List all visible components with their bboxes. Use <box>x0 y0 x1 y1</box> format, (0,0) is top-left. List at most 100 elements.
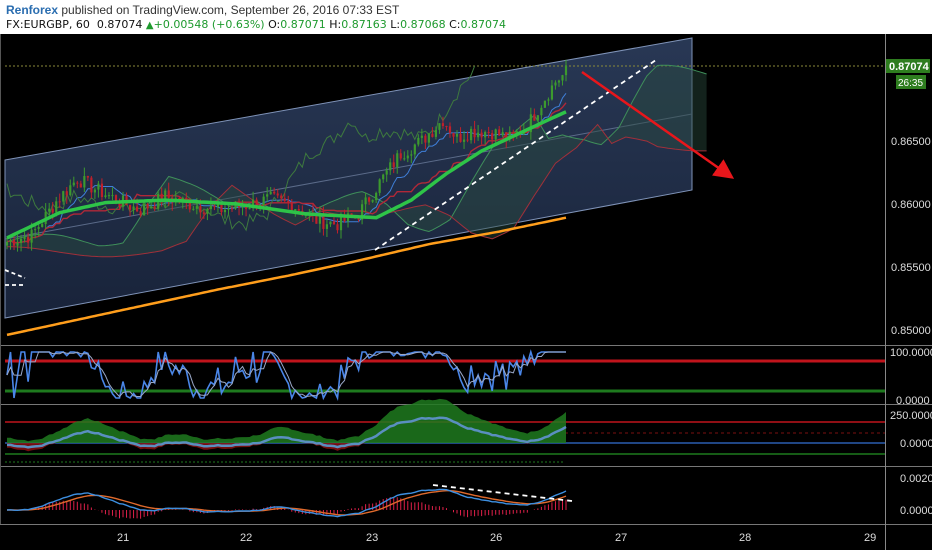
chart-svg[interactable]: 0.86500 0.86000 0.85500 0.85000 0.87074 … <box>0 34 932 550</box>
candle <box>111 195 114 197</box>
candle <box>343 214 346 222</box>
high-value: 0.87163 <box>341 18 387 31</box>
time-tick-28: 28 <box>739 532 751 544</box>
candle <box>389 162 392 171</box>
stoch-tick-top: 100.0000 <box>890 347 932 359</box>
macd-panel <box>6 484 573 519</box>
candle <box>192 208 195 210</box>
price-tick-1: 0.86000 <box>891 199 931 211</box>
candle <box>375 192 378 201</box>
candle <box>135 206 139 212</box>
kijun-line <box>6 102 567 244</box>
candle <box>484 131 487 138</box>
candle <box>315 214 318 224</box>
candle <box>206 209 209 214</box>
price-axis[interactable]: 0.86500 0.86000 0.85500 0.85000 0.87074 … <box>886 59 932 517</box>
price-change: +0.00548 (+0.63%) <box>153 18 265 31</box>
candle <box>202 212 205 214</box>
candle <box>65 191 68 196</box>
candle <box>241 206 244 208</box>
candle <box>12 239 16 246</box>
candle <box>561 75 564 81</box>
close-label: C: <box>449 18 461 31</box>
candle <box>16 242 19 246</box>
chart-area[interactable]: 0.86500 0.86000 0.85500 0.85000 0.87074 … <box>0 34 932 550</box>
candle <box>382 174 385 180</box>
channel-midline <box>4 113 693 240</box>
candle <box>413 144 416 155</box>
candle <box>19 238 23 243</box>
candle <box>160 193 163 203</box>
candle <box>438 123 441 130</box>
candle <box>62 191 65 202</box>
candle <box>350 213 353 216</box>
candle <box>146 204 149 209</box>
regression-channel <box>4 37 693 319</box>
close-value: 0.87074 <box>460 18 506 31</box>
candle <box>37 226 40 230</box>
oscillator-panel <box>5 398 885 463</box>
stoch-line-d <box>6 351 566 398</box>
candle <box>434 129 438 137</box>
candle <box>290 203 293 213</box>
symbol-line: FX:EURGBP, 60 0.87074 ▲+0.00548 (+0.63%)… <box>6 18 506 31</box>
candle <box>396 153 399 168</box>
time-tick-27: 27 <box>615 532 627 544</box>
osc-tick-zero: 0.0000 <box>900 438 932 450</box>
candle <box>371 200 374 202</box>
candle <box>427 133 430 143</box>
candle <box>48 208 51 212</box>
candle <box>107 195 111 197</box>
candle <box>199 206 202 213</box>
candle <box>139 211 142 216</box>
candle <box>230 208 234 210</box>
candle <box>5 241 9 246</box>
candle <box>104 195 107 198</box>
candle <box>448 126 452 133</box>
candle <box>368 197 371 202</box>
candle <box>34 229 37 231</box>
candle <box>114 195 118 203</box>
candle <box>213 205 216 208</box>
fast-moving-average <box>6 110 567 240</box>
candle <box>480 132 483 138</box>
ichimoku-lines <box>6 65 567 244</box>
candle <box>41 224 44 227</box>
candle <box>332 221 336 225</box>
candle <box>128 205 132 210</box>
osc-fill-positive <box>7 398 566 443</box>
candle <box>79 183 82 188</box>
candle <box>564 66 568 76</box>
candle <box>360 204 364 220</box>
osc-line <box>7 416 567 449</box>
price-panel[interactable] <box>4 37 886 337</box>
open-value: 0.87071 <box>280 18 326 31</box>
candle <box>529 114 532 133</box>
macd-line <box>6 488 567 518</box>
candle <box>540 107 543 116</box>
author-name[interactable]: Renforex <box>6 3 59 17</box>
candle <box>336 224 339 231</box>
candle <box>150 206 153 209</box>
candle <box>501 132 504 136</box>
price-tick-2: 0.85500 <box>891 262 931 274</box>
candle <box>30 229 33 243</box>
candle <box>167 190 170 198</box>
candle <box>322 213 325 229</box>
stoch-tick-bottom: 0.0000 <box>896 395 930 407</box>
macd-tick-zero: 0.0000 <box>900 505 932 517</box>
candle <box>93 189 96 193</box>
candle <box>252 199 255 209</box>
candle <box>491 133 494 140</box>
candle <box>27 237 30 243</box>
candle <box>185 197 188 201</box>
candle <box>473 128 476 138</box>
price-tick-0: 0.86500 <box>891 136 931 148</box>
candle <box>445 126 448 128</box>
slow-moving-average <box>6 216 567 337</box>
time-axis[interactable]: 21 22 23 26 27 28 29 <box>117 532 876 544</box>
candle <box>329 221 332 225</box>
time-tick-22: 22 <box>240 532 252 544</box>
trendline-dashed-left <box>4 269 26 279</box>
candle <box>280 195 283 199</box>
